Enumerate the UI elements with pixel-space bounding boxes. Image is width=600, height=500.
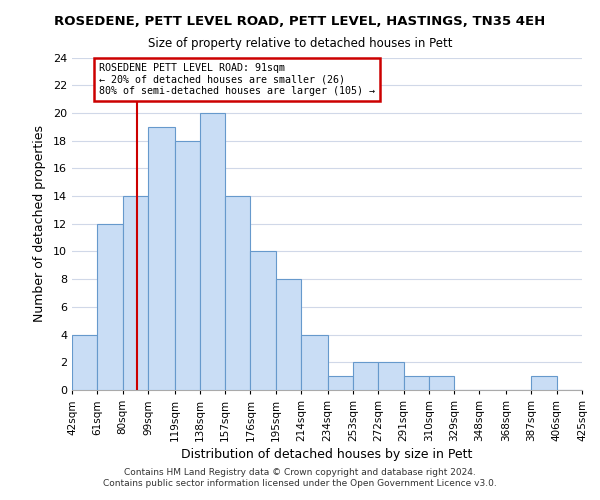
Bar — [378, 362, 404, 390]
Bar — [97, 224, 122, 390]
Text: ROSEDENE, PETT LEVEL ROAD, PETT LEVEL, HASTINGS, TN35 4EH: ROSEDENE, PETT LEVEL ROAD, PETT LEVEL, H… — [55, 15, 545, 28]
Bar — [532, 376, 557, 390]
Bar — [429, 376, 454, 390]
Text: Size of property relative to detached houses in Pett: Size of property relative to detached ho… — [148, 38, 452, 51]
Bar — [276, 279, 301, 390]
Bar — [122, 196, 148, 390]
Bar — [225, 196, 250, 390]
Bar — [328, 376, 353, 390]
Y-axis label: Number of detached properties: Number of detached properties — [33, 125, 46, 322]
Bar — [200, 113, 225, 390]
Bar — [72, 334, 97, 390]
Bar — [353, 362, 378, 390]
Text: ROSEDENE PETT LEVEL ROAD: 91sqm
← 20% of detached houses are smaller (26)
80% of: ROSEDENE PETT LEVEL ROAD: 91sqm ← 20% of… — [98, 63, 374, 96]
Text: Contains HM Land Registry data © Crown copyright and database right 2024.
Contai: Contains HM Land Registry data © Crown c… — [103, 468, 497, 487]
Bar — [301, 334, 328, 390]
Bar — [250, 252, 276, 390]
Bar — [148, 127, 175, 390]
X-axis label: Distribution of detached houses by size in Pett: Distribution of detached houses by size … — [181, 448, 473, 461]
Bar — [404, 376, 429, 390]
Bar — [175, 140, 200, 390]
